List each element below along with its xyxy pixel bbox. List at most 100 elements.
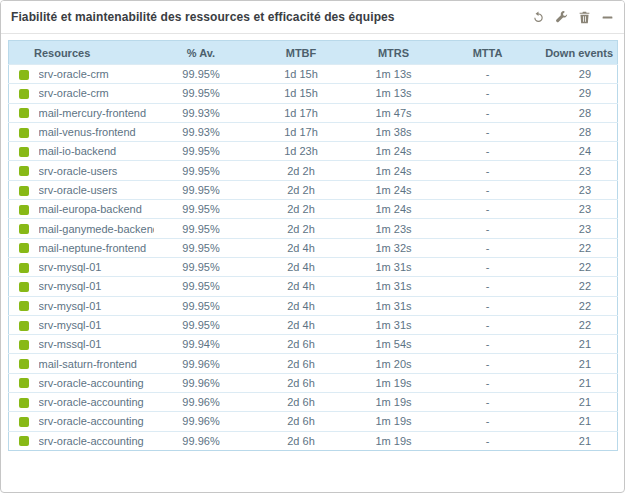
mtrs-value: 1m 47s <box>354 103 434 122</box>
availability-table: Resources % Av. MTBF MTRS MTTA Down even… <box>8 40 618 451</box>
mtrs-value: 1m 24s <box>354 142 434 161</box>
status-ok-icon <box>19 263 29 273</box>
minus-icon[interactable] <box>601 11 614 24</box>
availability-value: 99.95% <box>154 315 249 334</box>
table-row: srv-oracle-crm 99.95% 1d 15h 1m 13s - 29 <box>9 84 618 103</box>
resource-name: srv-mysql-01 <box>39 315 154 334</box>
status-cell <box>9 431 39 450</box>
status-cell <box>9 180 39 199</box>
column-header-availability[interactable]: % Av. <box>154 41 249 65</box>
down-events-value: 24 <box>542 142 618 161</box>
status-ok-icon <box>19 89 29 99</box>
mtta-value: - <box>434 180 542 199</box>
resource-name: srv-oracle-accounting <box>39 431 154 450</box>
column-header-mtta[interactable]: MTTA <box>434 41 542 65</box>
down-events-value: 22 <box>542 315 618 334</box>
column-header-resources[interactable]: Resources <box>9 41 154 65</box>
trash-icon[interactable] <box>578 11 591 24</box>
refresh-icon[interactable] <box>532 11 545 24</box>
mtta-value: - <box>434 373 542 392</box>
down-events-value: 22 <box>542 296 618 315</box>
availability-value: 99.96% <box>154 431 249 450</box>
status-ok-icon <box>19 282 29 292</box>
mtrs-value: 1m 54s <box>354 335 434 354</box>
down-events-value: 21 <box>542 373 618 392</box>
column-header-down-events[interactable]: Down events <box>542 41 618 65</box>
resource-name: srv-oracle-crm <box>39 84 154 103</box>
mtbf-value: 1d 15h <box>249 84 354 103</box>
mtbf-value: 2d 2h <box>249 180 354 199</box>
mtrs-value: 1m 24s <box>354 180 434 199</box>
status-cell <box>9 315 39 334</box>
resource-name: mail-io-backend <box>39 142 154 161</box>
mtbf-value: 2d 6h <box>249 393 354 412</box>
down-events-value: 21 <box>542 393 618 412</box>
table-row: mail-europa-backend 99.95% 2d 2h 1m 24s … <box>9 200 618 219</box>
resource-name: srv-oracle-accounting <box>39 412 154 431</box>
availability-value: 99.95% <box>154 161 249 180</box>
table-row: srv-mysql-01 99.95% 2d 4h 1m 31s - 22 <box>9 315 618 334</box>
status-ok-icon <box>19 436 29 446</box>
mtbf-value: 2d 4h <box>249 296 354 315</box>
status-cell <box>9 373 39 392</box>
mtbf-value: 1d 23h <box>249 142 354 161</box>
status-cell <box>9 103 39 122</box>
availability-value: 99.95% <box>154 200 249 219</box>
mtta-value: - <box>434 200 542 219</box>
availability-value: 99.95% <box>154 142 249 161</box>
table-row: mail-venus-frontend 99.93% 1d 17h 1m 38s… <box>9 122 618 141</box>
mtta-value: - <box>434 335 542 354</box>
status-ok-icon <box>19 321 29 331</box>
availability-value: 99.95% <box>154 277 249 296</box>
mtta-value: - <box>434 161 542 180</box>
table-row: mail-ganymede-backend 99.95% 2d 2h 1m 23… <box>9 219 618 238</box>
resource-name: srv-mysql-01 <box>39 257 154 276</box>
mtta-value: - <box>434 257 542 276</box>
mtrs-value: 1m 13s <box>354 65 434 84</box>
availability-value: 99.96% <box>154 373 249 392</box>
status-cell <box>9 200 39 219</box>
table-row: srv-mysql-01 99.95% 2d 4h 1m 31s - 22 <box>9 296 618 315</box>
wrench-icon[interactable] <box>555 11 568 24</box>
status-ok-icon <box>19 243 29 253</box>
down-events-value: 22 <box>542 257 618 276</box>
status-cell <box>9 335 39 354</box>
mtbf-value: 1d 15h <box>249 65 354 84</box>
status-cell <box>9 354 39 373</box>
status-ok-icon <box>19 398 29 408</box>
column-header-mtbf[interactable]: MTBF <box>249 41 354 65</box>
availability-value: 99.94% <box>154 335 249 354</box>
down-events-value: 23 <box>542 200 618 219</box>
down-events-value: 21 <box>542 335 618 354</box>
resource-name: mail-neptune-frontend <box>39 238 154 257</box>
table-row: srv-oracle-accounting 99.96% 2d 6h 1m 19… <box>9 412 618 431</box>
mtta-value: - <box>434 103 542 122</box>
down-events-value: 21 <box>542 354 618 373</box>
widget-header: Fiabilité et maintenabilité des ressourc… <box>1 1 624 34</box>
table-row: srv-mssql-01 99.94% 2d 6h 1m 54s - 21 <box>9 335 618 354</box>
column-header-mtrs[interactable]: MTRS <box>354 41 434 65</box>
mtta-value: - <box>434 219 542 238</box>
mtrs-value: 1m 19s <box>354 431 434 450</box>
mtta-value: - <box>434 412 542 431</box>
mtbf-value: 2d 6h <box>249 412 354 431</box>
mtbf-value: 2d 2h <box>249 200 354 219</box>
table-row: srv-oracle-accounting 99.96% 2d 6h 1m 19… <box>9 373 618 392</box>
table-row: srv-mysql-01 99.95% 2d 4h 1m 31s - 22 <box>9 277 618 296</box>
resource-name: srv-oracle-users <box>39 161 154 180</box>
mtta-value: - <box>434 65 542 84</box>
widget-toolbar <box>532 11 614 24</box>
status-ok-icon <box>19 147 29 157</box>
table-row: srv-mysql-01 99.95% 2d 4h 1m 31s - 22 <box>9 257 618 276</box>
availability-value: 99.95% <box>154 84 249 103</box>
status-ok-icon <box>19 301 29 311</box>
status-ok-icon <box>19 359 29 369</box>
mtbf-value: 2d 6h <box>249 335 354 354</box>
availability-value: 99.95% <box>154 219 249 238</box>
down-events-value: 28 <box>542 122 618 141</box>
status-cell <box>9 238 39 257</box>
status-cell <box>9 122 39 141</box>
mtbf-value: 2d 4h <box>249 315 354 334</box>
mtrs-value: 1m 19s <box>354 393 434 412</box>
mtrs-value: 1m 19s <box>354 412 434 431</box>
